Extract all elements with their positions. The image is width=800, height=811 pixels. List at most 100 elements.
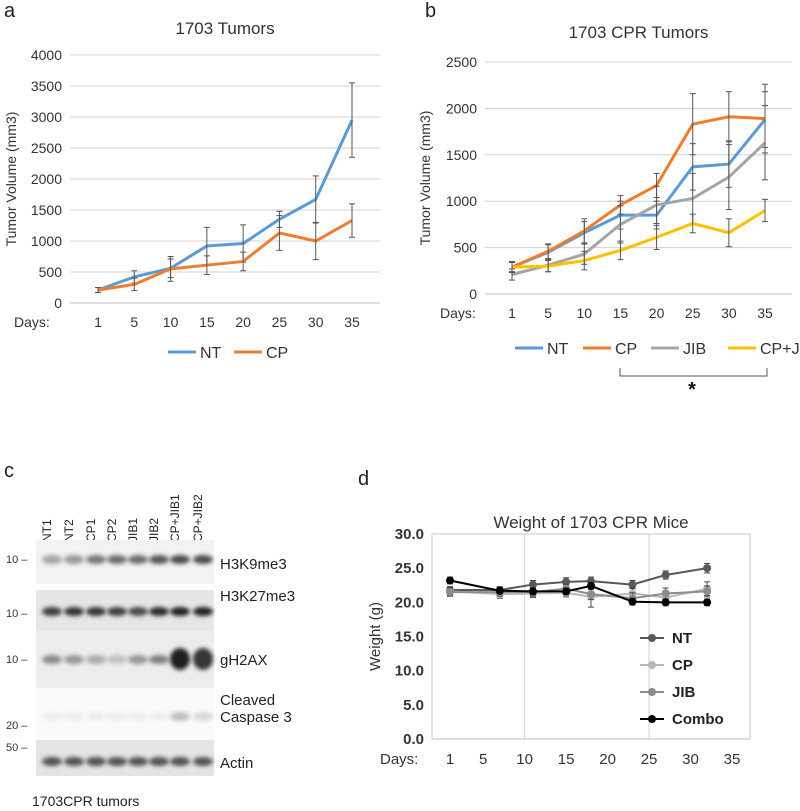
blot-band <box>149 712 169 722</box>
blot-row-label-line: H3K27me3 <box>220 588 296 605</box>
chart-weight-1703-cpr-mice: Weight of 1703 CPR Mice 0.0 5.0 10.0 15.0 20.… <box>367 513 751 768</box>
y-tick-label: 3000 <box>31 109 62 125</box>
series-line-combo <box>449 579 708 604</box>
x-tick-label: 1 <box>446 751 454 768</box>
blot-caption: 1703CPR tumors <box>32 793 140 809</box>
blot-band <box>193 606 213 616</box>
blot-band <box>42 555 62 565</box>
blot-strip-actin <box>36 740 214 776</box>
blot-row-label: H3K27me3 <box>220 588 295 605</box>
blot-band <box>86 606 106 616</box>
significance-marker: * <box>688 379 696 400</box>
blot-row-label: Actin <box>220 755 253 772</box>
blot-band <box>128 712 148 722</box>
x-tick-label: 30 <box>308 314 324 330</box>
data-point <box>587 581 595 590</box>
y-axis-label: Weight (g) <box>367 602 384 671</box>
blot-band <box>128 555 148 565</box>
mw-marker: 20 – <box>6 720 28 732</box>
y-tick-label: 1000 <box>446 193 477 209</box>
y-tick-label: 0 <box>54 295 62 311</box>
blot-band <box>193 757 213 767</box>
blot-band <box>128 757 148 767</box>
x-axis-label: Days: <box>14 314 50 330</box>
x-tick-label: 25 <box>641 751 658 768</box>
blot-band <box>193 648 213 670</box>
blot-row-label-line: Caspase 3 <box>220 709 292 726</box>
data-point <box>703 598 712 607</box>
blot-band <box>128 654 148 664</box>
blot-band <box>107 757 127 767</box>
data-point <box>628 580 637 589</box>
mw-marker: 50 – <box>6 742 28 754</box>
series-line-jib <box>511 141 767 276</box>
data-point <box>528 580 537 589</box>
data-point <box>495 586 504 595</box>
series-line-cp-jib <box>511 209 766 269</box>
x-tick-label: 30 <box>682 751 699 768</box>
x-tick-label: 35 <box>724 751 741 768</box>
blot-row-label-line: gH2AX <box>220 652 268 669</box>
blot-band <box>170 555 190 565</box>
legend-label: JIB <box>672 684 696 701</box>
lane-label: JIB2 <box>147 517 161 542</box>
x-tick-label: 25 <box>272 314 288 330</box>
blot-band <box>64 555 84 565</box>
blot-band <box>170 757 190 767</box>
y-tick-label: 2500 <box>446 54 477 70</box>
data-point <box>703 587 712 596</box>
blot-band <box>64 654 84 664</box>
blot-row-label-line: Cleaved <box>220 692 276 709</box>
x-axis-label: Days: <box>380 751 418 768</box>
blot-strip-cleaved <box>36 688 214 740</box>
blot-band <box>149 757 169 767</box>
y-tick-label: 4000 <box>31 47 62 63</box>
x-axis-label: Days: <box>440 305 476 321</box>
data-point <box>661 571 670 579</box>
series-line-nt <box>97 119 354 292</box>
legend-marker <box>648 661 656 669</box>
blot-row-label: gH2AX <box>220 652 268 669</box>
x-tick-label: 20 <box>649 305 665 321</box>
data-point <box>528 587 537 596</box>
legend-label: CP <box>615 341 637 358</box>
blot-band <box>64 606 84 616</box>
x-tick-label: 5 <box>130 314 138 330</box>
blot-band <box>193 712 213 722</box>
blot-band <box>107 555 127 565</box>
data-point <box>661 598 670 607</box>
blot-band <box>149 606 169 616</box>
panel-letter-b: b <box>425 0 437 22</box>
blot-row-label-line: H3K9me3 <box>220 556 287 573</box>
blot-band <box>86 654 106 664</box>
y-tick-label: 20.0 <box>395 594 424 611</box>
blot-band <box>64 757 84 767</box>
mw-marker: 10 – <box>6 608 28 620</box>
legend-marker <box>648 688 656 696</box>
blot-band <box>128 606 148 616</box>
x-tick-label: 10 <box>163 314 179 330</box>
blot-row-label: H3K9me3 <box>220 556 287 573</box>
y-tick-label: 5.0 <box>403 697 424 714</box>
blot-band <box>86 757 106 767</box>
panel-letter-c: c <box>4 460 14 482</box>
western-blot-panel: NT1 NT2 CP1 CP2 JIB1 JIB2 CP+JIB1 CP+JIB2 10 – H3… <box>0 470 330 811</box>
x-tick-label: 10 <box>516 751 533 768</box>
lane-label: CP1 <box>84 518 98 542</box>
data-point <box>446 588 454 597</box>
x-tick-label: 15 <box>613 305 629 321</box>
legend-label: NT <box>672 630 692 647</box>
chart-tumor-volume-1703: 1703 Tumors 0 500 1000 1500 2000 2500 3000 3500 4… <box>3 19 380 362</box>
x-tick-label: 30 <box>721 305 737 321</box>
series-line-cp <box>449 587 708 599</box>
y-tick-label: 2500 <box>31 140 62 156</box>
data-point <box>703 564 712 573</box>
blot-band <box>86 555 106 565</box>
y-tick-label: 500 <box>454 240 478 256</box>
series-line-cp <box>511 115 766 269</box>
chart-title: 1703 Tumors <box>175 19 274 38</box>
x-tick-label: 20 <box>599 751 616 768</box>
x-tick-label: 5 <box>479 751 487 768</box>
series-line-cp <box>97 219 353 292</box>
x-tick-label: 5 <box>544 305 552 321</box>
